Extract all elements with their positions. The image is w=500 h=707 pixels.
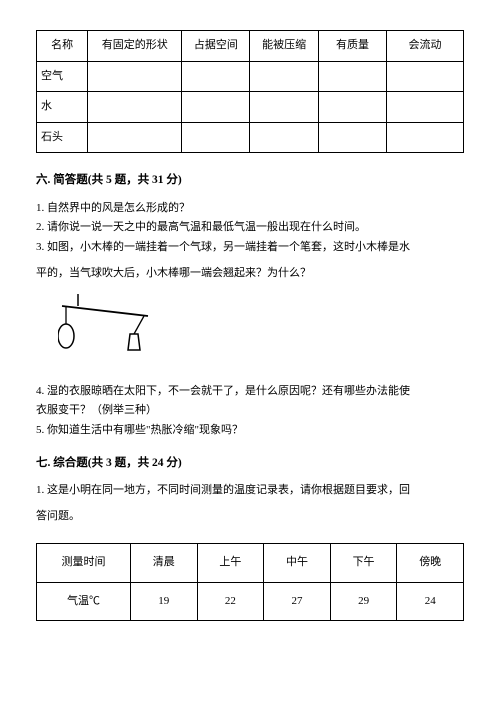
question-4-line2: 衣服变干？（例举三种） [36,402,464,420]
td: 27 [264,582,331,621]
td: 空气 [37,61,88,92]
td: 傍晚 [397,544,464,583]
th: 会流动 [387,31,464,62]
section-6-title: 六. 简答题(共 5 题，共 31 分) [36,171,464,189]
td: 清晨 [130,544,197,583]
td [318,122,386,153]
s7-question-1: 1. 这是小明在同一地方，不同时间测量的温度记录表，请你根据题目要求，回 [36,482,464,500]
td: 上午 [197,544,264,583]
td [387,122,464,153]
td [88,122,182,153]
properties-table: 名称 有固定的形状 占据空间 能被压缩 有质量 会流动 空气 水 石头 [36,30,464,153]
question-3: 3. 如图，小木棒的一端挂着一个气球，另一端挂着一个笔套，这时小木棒是水 [36,239,464,257]
td [387,92,464,123]
table-row: 空气 [37,61,464,92]
question-5: 5. 你知道生活中有哪些"热胀冷缩"现象吗？ [36,422,464,440]
question-3-line2: 平的，当气球吹大后，小木棒哪一端会翘起来？为什么？ [36,265,464,283]
td [182,61,250,92]
td: 19 [130,582,197,621]
td [318,92,386,123]
td: 22 [197,582,264,621]
s7-question-1-line2: 答问题。 [36,508,464,526]
td: 测量时间 [37,544,131,583]
balance-figure [58,294,464,371]
td [387,61,464,92]
th: 占据空间 [182,31,250,62]
td [182,122,250,153]
td [250,61,318,92]
td: 气温℃ [37,582,131,621]
td: 中午 [264,544,331,583]
table-row: 测量时间 清晨 上午 中午 下午 傍晚 [37,544,464,583]
th: 能被压缩 [250,31,318,62]
td: 下午 [330,544,397,583]
page: 名称 有固定的形状 占据空间 能被压缩 有质量 会流动 空气 水 石头 六. 简… [0,0,500,621]
td [182,92,250,123]
question-1: 1. 自然界中的风是怎么形成的？ [36,200,464,218]
th: 有质量 [318,31,386,62]
balance-icon [58,294,168,364]
table-row: 名称 有固定的形状 占据空间 能被压缩 有质量 会流动 [37,31,464,62]
th: 名称 [37,31,88,62]
table-row: 石头 [37,122,464,153]
td: 水 [37,92,88,123]
td: 29 [330,582,397,621]
td [250,122,318,153]
td [250,92,318,123]
td: 石头 [37,122,88,153]
td [318,61,386,92]
td [88,92,182,123]
td [88,61,182,92]
temperature-table: 测量时间 清晨 上午 中午 下午 傍晚 气温℃ 19 22 27 29 24 [36,543,464,621]
table-row: 水 [37,92,464,123]
section-7-title: 七. 综合题(共 3 题，共 24 分) [36,454,464,472]
th: 有固定的形状 [88,31,182,62]
table-row: 气温℃ 19 22 27 29 24 [37,582,464,621]
question-2: 2. 请你说一说一天之中的最高气温和最低气温一般出现在什么时间。 [36,219,464,237]
td: 24 [397,582,464,621]
question-4: 4. 湿的衣服晾晒在太阳下，不一会就干了，是什么原因呢？还有哪些办法能使 [36,383,464,401]
